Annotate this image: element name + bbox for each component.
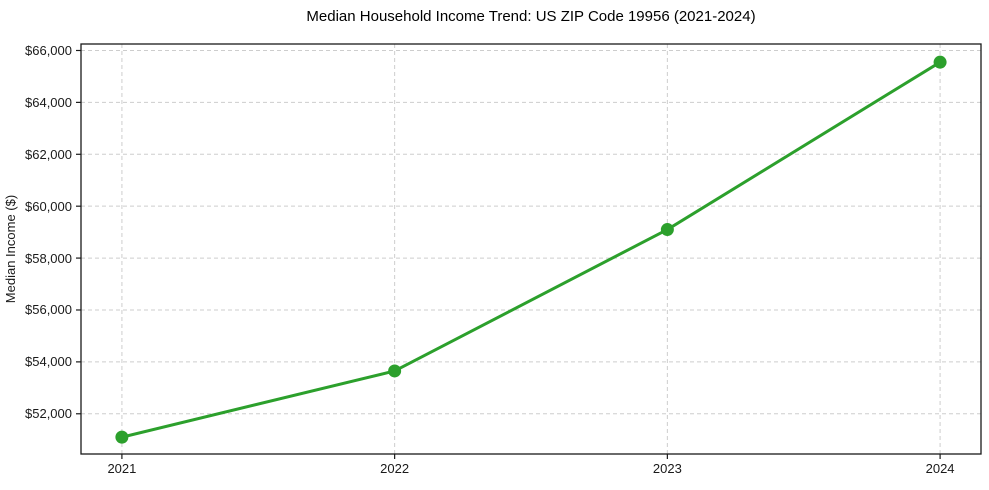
x-tick-label: 2024: [925, 461, 955, 476]
y-tick-label: $60,000: [25, 198, 72, 214]
data-point-2022: [388, 364, 402, 378]
x-tick-label: 2023: [652, 461, 682, 476]
chart-title: Median Household Income Trend: US ZIP Co…: [306, 8, 756, 25]
plot-border: [80, 43, 982, 455]
y-tick-label: $66,000: [25, 42, 72, 58]
data-point-2024: [933, 55, 947, 69]
y-tick-label: $64,000: [25, 94, 72, 110]
y-tick-label: $62,000: [25, 146, 72, 162]
trend-line: [120, 60, 942, 439]
data-point-2021: [115, 430, 129, 444]
y-tick-label: $58,000: [25, 250, 72, 266]
y-tick-label: $52,000: [25, 406, 72, 422]
x-tick-label: 2022: [380, 461, 410, 476]
x-tick-label: 2021: [107, 461, 137, 476]
y-tick-label: $54,000: [25, 354, 72, 370]
y-tick-label: $56,000: [25, 302, 72, 318]
data-point-2023: [660, 223, 674, 237]
